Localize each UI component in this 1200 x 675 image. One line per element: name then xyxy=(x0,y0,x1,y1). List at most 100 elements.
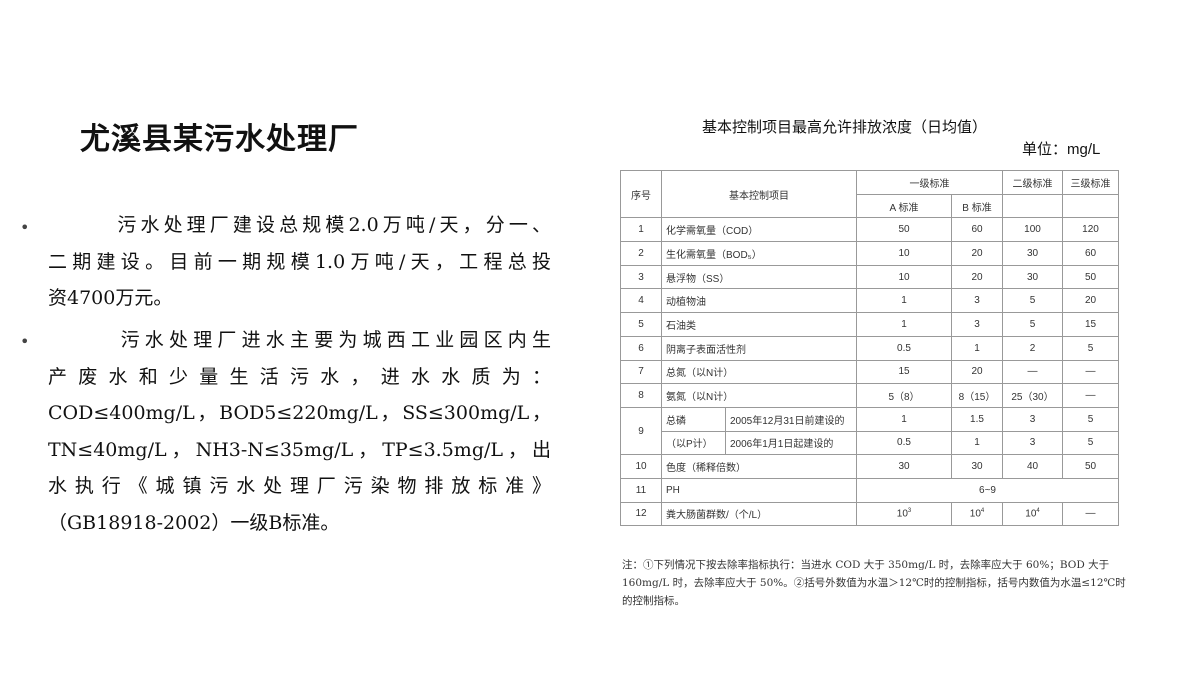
text-line: 污水处理厂进水主要为城西工业园区内生 xyxy=(48,329,551,351)
table-row: 7 总氮（以N计） 15 20— — xyxy=(620,359,1119,385)
cell-b: 20 xyxy=(951,241,1003,266)
table-row: 4 动植物油 1 3 5 20 xyxy=(620,288,1119,314)
table-row: 11 PH 6~9 xyxy=(620,477,1119,503)
cell-g3: — xyxy=(1062,501,1119,527)
base: 10 xyxy=(969,508,981,520)
table-row: 8 氨氮（以N计） 5（8） 8（15） 25（30） — xyxy=(620,383,1119,408)
cell-no: 5 xyxy=(620,312,662,337)
cell-g2: 5 xyxy=(1002,312,1063,337)
exponent: 3 xyxy=(907,508,912,515)
cell-a: 1 xyxy=(856,406,952,432)
cell-a: 5（8） xyxy=(856,383,952,408)
cell-no: 7 xyxy=(620,359,662,385)
cell-item: 氨氮（以N计） xyxy=(661,383,857,408)
cell-g2: 100 xyxy=(1002,217,1063,243)
cell-g3: 120 xyxy=(1062,217,1119,243)
cell-a: 10 xyxy=(856,241,952,266)
cell-no: 3 xyxy=(620,264,662,290)
table-row: 12 粪大肠菌群数/（个/L） 103 104 104 — xyxy=(620,501,1119,527)
cell-b: 1.5 xyxy=(951,406,1003,432)
cell-subitem: 2006年1月1日起建设的 xyxy=(725,430,857,456)
cell-item: 色度（稀释倍数） xyxy=(661,454,857,479)
cell-g2: 3 xyxy=(1002,430,1063,456)
cell-b: 3 xyxy=(951,312,1003,337)
cell-item: PH xyxy=(661,477,857,503)
table-header-row: 序号 基本控制项目 一级标准 二级标准 三级标准 xyxy=(620,169,1119,219)
cell-a: 50 xyxy=(856,217,952,243)
cell-item: 总氮（以N计） xyxy=(661,359,857,385)
cell-a: 0.5 xyxy=(856,335,952,361)
cell-item: 总磷 xyxy=(661,406,726,432)
header-item: 基本控制项目 xyxy=(661,169,857,219)
cell-a: 103 xyxy=(856,501,952,527)
text-line: （GB18918-2002）一级B标准。 xyxy=(48,511,340,534)
cell-no: 6 xyxy=(620,335,662,361)
header-a: A 标准 xyxy=(856,193,952,219)
cell-item: 悬浮物（SS） xyxy=(661,264,857,290)
table-row: （以P计） 2006年1月1日起建设的 0.5 1 3 5 xyxy=(621,430,1119,456)
cell-b: 20 xyxy=(951,359,1003,385)
cell-b: 1 xyxy=(951,335,1003,361)
table-note: 注：①下列情况下按去除率指标执行：当进水 COD 大于 350mg/L 时，去除… xyxy=(622,559,1126,607)
cell-g2: 104 xyxy=(1002,501,1063,527)
cell-a: 1 xyxy=(856,288,952,314)
table-row: 9 总磷 2005年12月31日前建设的 1 1.5 3 5 xyxy=(620,406,1119,456)
paragraph-scale: 污水处理厂建设总规模2.0万吨/天，分一、 二期建设。目前一期规模1.0万吨/天… xyxy=(48,207,551,317)
cell-g3: — xyxy=(1062,359,1119,385)
cell-no: 9 xyxy=(620,406,662,456)
text-line: 资4700万元。 xyxy=(48,287,173,309)
header-grade1: 一级标准 xyxy=(856,170,1003,195)
cell-g3: 50 xyxy=(1062,264,1119,290)
cell-g2: 5 xyxy=(1002,288,1063,314)
text-line: COD≤400mg/L，BOD5≤220mg/L，SS≤300mg/L， xyxy=(48,402,551,424)
bullet-marker: • xyxy=(20,332,30,351)
cell-no: 11 xyxy=(620,477,662,503)
cell-item: 阴离子表面活性剂 xyxy=(661,335,857,361)
cell-g2: 2 xyxy=(1002,335,1063,361)
empty-cell xyxy=(1062,193,1119,219)
paragraph-influent: 污水处理厂进水主要为城西工业园区内生 产废水和少量生活污水，进水水质为： COD… xyxy=(48,322,551,541)
text-line: 污水处理厂建设总规模2.0万吨/天，分一、 xyxy=(48,214,551,236)
discharge-standard-table: 序号 基本控制项目 一级标准 二级标准 三级标准 A 标准 B 标准 1 化学需氧… xyxy=(620,169,1119,527)
table-subheader-row: A 标准 B 标准 xyxy=(621,193,1119,219)
cell-subitem: 2005年12月31日前建设的 xyxy=(725,406,857,432)
cell-g3: 15 xyxy=(1062,312,1119,337)
cell-g3: 20 xyxy=(1062,288,1119,314)
text-line: 二期建设。目前一期规模1.0万吨/天，工程总投 xyxy=(48,250,551,273)
cell-b: 60 xyxy=(951,217,1003,243)
text-line: 水执行《城镇污水处理厂污染物排放标准》 xyxy=(48,475,551,497)
cell-a: 1 xyxy=(856,312,952,337)
cell-item: （以P计） xyxy=(661,430,726,456)
cell-b: 30 xyxy=(951,454,1003,479)
cell-g2: 30 xyxy=(1002,264,1063,290)
cell-item: 生化需氧量（BOD₅） xyxy=(661,241,857,266)
header-grade3: 三级标准 xyxy=(1062,170,1119,195)
cell-no: 12 xyxy=(620,501,662,527)
empty-cell xyxy=(1002,193,1063,219)
cell-no: 10 xyxy=(620,454,662,479)
table-row: 2 生化需氧量（BOD₅） 10 20 30 60 xyxy=(620,241,1119,266)
slide-title: 尤溪县某污水处理厂 xyxy=(80,122,359,157)
cell-g3: 60 xyxy=(1062,241,1119,266)
cell-no: 2 xyxy=(620,241,662,266)
cell-no: 4 xyxy=(620,288,662,314)
table-row: 1 化学需氧量（COD） 50 60 100 120 xyxy=(620,217,1119,243)
exponent: 4 xyxy=(1036,508,1040,515)
table-row: 6 阴离子表面活性剂 0.5 1 2 5 xyxy=(620,335,1119,361)
cell-g3: — xyxy=(1062,383,1119,408)
table-caption: 基本控制项目最高允许排放浓度（日均值） xyxy=(702,118,988,136)
cell-g2: 25（30） xyxy=(1002,383,1063,408)
cell-g3: 5 xyxy=(1062,335,1119,361)
cell-item: 粪大肠菌群数/（个/L） xyxy=(661,501,857,527)
cell-b: 20 xyxy=(951,264,1003,290)
cell-item: 动植物油 xyxy=(661,288,857,314)
cell-item: 化学需氧量（COD） xyxy=(661,217,857,243)
table-row: 5 石油类 1 3 5 15 xyxy=(620,312,1119,337)
bullet-marker: • xyxy=(20,218,30,237)
table-row: 10 色度（稀释倍数） 30 30 40 50 xyxy=(620,454,1119,479)
cell-a: 15 xyxy=(856,359,952,385)
header-no: 序号 xyxy=(620,169,662,219)
cell-no: 1 xyxy=(620,217,662,243)
header-b: B 标准 xyxy=(951,193,1003,219)
unit-label: 单位：mg/L xyxy=(1022,141,1101,158)
